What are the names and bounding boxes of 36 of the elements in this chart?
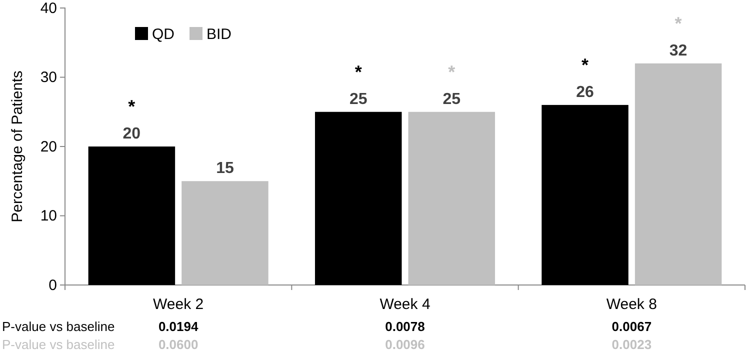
y-axis-title: Percentage of Patients xyxy=(9,70,26,222)
text: 0.0600 xyxy=(158,337,198,352)
x-tick-label: Week 8 xyxy=(606,296,657,313)
text: 0.0194 xyxy=(158,319,199,334)
x-tick-label: Week 4 xyxy=(380,296,430,313)
text: 0.0078 xyxy=(385,319,425,334)
annotation: * xyxy=(674,13,682,34)
data-label: 15 xyxy=(216,160,234,178)
data-label: 25 xyxy=(349,90,368,108)
text: 0.0023 xyxy=(612,337,652,352)
y-tick-label: 20 xyxy=(40,138,57,156)
data-label: 25 xyxy=(442,90,461,108)
bar xyxy=(542,104,628,285)
bar xyxy=(88,146,176,285)
bar xyxy=(182,181,268,285)
annotation: * xyxy=(128,96,136,116)
bar xyxy=(314,112,402,285)
annotation: * xyxy=(354,62,362,82)
y-tick-label: 0 xyxy=(48,276,57,294)
data-label: 32 xyxy=(669,42,688,60)
text: 0.0096 xyxy=(385,337,425,352)
y-tick-label: 30 xyxy=(40,69,57,86)
bar xyxy=(634,63,722,285)
text: 0.0067 xyxy=(612,319,652,334)
annotation: * xyxy=(582,54,589,75)
y-tick-label: 10 xyxy=(40,208,57,225)
text: P-value vs baseline xyxy=(2,319,115,334)
text: P-value vs baseline xyxy=(2,337,115,352)
legend-label: QD xyxy=(152,26,175,43)
annotation: * xyxy=(448,62,456,82)
bar xyxy=(408,112,496,285)
y-tick-label: 40 xyxy=(40,0,57,17)
legend-label: BID xyxy=(206,26,232,43)
data-label: 20 xyxy=(122,126,141,142)
x-tick-label: Week 2 xyxy=(153,296,204,313)
data-label: 26 xyxy=(576,84,594,101)
